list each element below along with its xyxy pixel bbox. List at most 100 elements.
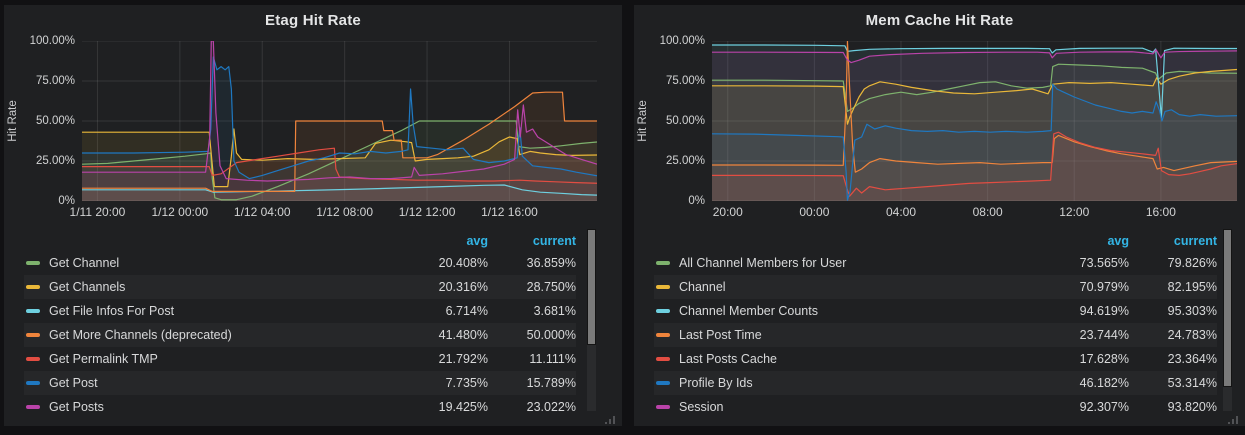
legend-current-value: 82.195%: [1167, 280, 1217, 294]
legend-header-avg[interactable]: avg: [466, 234, 488, 248]
series-fill: [712, 49, 1237, 201]
legend-color-swatch[interactable]: [656, 333, 670, 337]
x-tick-label: 1/12 08:00: [316, 205, 373, 219]
panel-resize-handle[interactable]: [1228, 412, 1240, 424]
chart-plot-area[interactable]: [712, 41, 1237, 201]
graph-area: Hit Rate 100.00% 75.00% 50.00% 25.00% 0%: [4, 35, 622, 207]
y-tick-label: 25.00%: [35, 155, 75, 167]
legend-series-label[interactable]: Get Channels: [49, 280, 126, 294]
series-fill: [712, 41, 1237, 201]
series-line: [82, 92, 597, 191]
legend-table: avg current Get Channel 20.408% 36.859% Get…: [24, 231, 622, 413]
legend-row: Get Post 7.735% 15.789%: [24, 371, 576, 395]
legend-current-value: 11.111%: [529, 352, 576, 366]
legend-current-value: 36.859%: [526, 256, 576, 270]
legend-color-swatch[interactable]: [656, 309, 670, 313]
legend-current-value: 93.820%: [1167, 400, 1217, 413]
legend-series-label[interactable]: Session: [679, 400, 724, 413]
legend-avg-value: 46.182%: [1079, 376, 1129, 390]
series-fill: [712, 64, 1237, 201]
legend-color-swatch[interactable]: [656, 285, 670, 289]
legend-series-label[interactable]: Channel: [679, 280, 726, 294]
legend-series-label[interactable]: Channel Member Counts: [679, 304, 818, 318]
legend-scrollbar-thumb[interactable]: [1223, 229, 1232, 387]
legend-color-swatch[interactable]: [656, 357, 670, 361]
legend-scrollbar[interactable]: [1223, 229, 1232, 411]
legend-row: Get Channels 20.316% 28.750%: [24, 275, 576, 299]
series-line: [82, 129, 597, 187]
legend-series-label[interactable]: Last Post Time: [679, 328, 762, 342]
legend-current-value: 95.303%: [1167, 304, 1217, 318]
series-fill: [712, 69, 1237, 201]
x-tick-label: 00:00: [799, 205, 830, 219]
legend-header: avg current: [24, 231, 576, 251]
legend-color-swatch[interactable]: [26, 309, 40, 313]
panel-title[interactable]: Etag Hit Rate: [265, 12, 361, 29]
y-tick-label: 25.00%: [665, 155, 705, 167]
legend-series-label[interactable]: All Channel Members for User: [679, 256, 847, 270]
x-tick-label: 1/12 12:00: [398, 205, 456, 219]
legend-scrollbar-thumb[interactable]: [587, 229, 596, 345]
legend-avg-value: 70.979%: [1079, 280, 1129, 294]
legend-color-swatch[interactable]: [26, 357, 40, 361]
y-tick-label: 50.00%: [35, 115, 75, 127]
legend-color-swatch[interactable]: [26, 333, 40, 337]
series-line: [712, 50, 1237, 63]
legend-series-label[interactable]: Last Posts Cache: [679, 352, 777, 366]
panel-title[interactable]: Mem Cache Hit Rate: [865, 12, 1014, 29]
legend-color-swatch[interactable]: [656, 261, 670, 265]
legend-row: Profile By Ids 46.182% 53.314%: [654, 371, 1217, 395]
series-fill: [712, 132, 1237, 201]
legend-row: Channel Member Counts 94.619% 95.303%: [654, 299, 1217, 323]
series-line: [712, 84, 1237, 200]
resize-grip-icon: [605, 416, 615, 424]
x-tick-label: 08:00: [972, 205, 1003, 219]
legend-series-label[interactable]: Get Post: [49, 376, 98, 390]
legend-rows: All Channel Members for User 73.565% 79.82…: [654, 251, 1217, 413]
legend-series-label[interactable]: Get File Infos For Post: [49, 304, 175, 318]
legend-series-label[interactable]: Get Channel: [49, 256, 120, 270]
x-tick-label: 1/12 00:00: [151, 205, 209, 219]
y-tick-label: 0%: [58, 195, 75, 207]
y-axis-ticks: 100.00% 75.00% 50.00% 25.00% 0%: [22, 35, 82, 207]
x-tick-label: 12:00: [1059, 205, 1090, 219]
legend-avg-value: 7.735%: [445, 376, 488, 390]
legend-series-label[interactable]: Get More Channels (deprecated): [49, 328, 232, 342]
legend-color-swatch[interactable]: [26, 285, 40, 289]
y-tick-label: 100.00%: [29, 35, 75, 47]
legend-color-swatch[interactable]: [26, 261, 40, 265]
legend-color-swatch[interactable]: [656, 381, 670, 385]
x-tick-label: 16:00: [1145, 205, 1176, 219]
legend-avg-value: 19.425%: [438, 400, 488, 413]
y-tick-label: 50.00%: [665, 115, 705, 127]
chart-svg: [712, 41, 1237, 201]
legend-header-current[interactable]: current: [532, 234, 576, 248]
legend-header-current[interactable]: current: [1173, 234, 1217, 248]
legend-color-swatch[interactable]: [26, 405, 40, 409]
legend-current-value: 15.789%: [526, 376, 576, 390]
chart-plot-area[interactable]: [82, 41, 597, 201]
series-line: [82, 148, 597, 183]
x-tick-label: 1/12 04:00: [233, 205, 291, 219]
legend-current-value: 28.750%: [526, 280, 576, 294]
legend-series-label[interactable]: Get Permalink TMP: [49, 352, 158, 366]
x-axis-ticks: 1/11 20:00 1/12 00:00 1/12 04:00 1/12 08:00…: [70, 201, 597, 223]
y-axis-ticks: 100.00% 75.00% 50.00% 25.00% 0%: [652, 35, 712, 207]
legend-color-swatch[interactable]: [26, 381, 40, 385]
legend-scrollbar[interactable]: [587, 229, 596, 411]
legend-series-label[interactable]: Profile By Ids: [679, 376, 753, 390]
legend-color-swatch[interactable]: [656, 405, 670, 409]
panel-etag-hit-rate: Etag Hit Rate Hit Rate 100.00% 75.00% 50.0…: [4, 5, 622, 426]
y-tick-label: 75.00%: [35, 75, 75, 87]
series-line: [82, 185, 597, 195]
y-tick-label: 0%: [688, 195, 705, 207]
legend-series-label[interactable]: Get Posts: [49, 400, 104, 413]
legend-header-avg[interactable]: avg: [1107, 234, 1129, 248]
series-fill: [82, 148, 597, 201]
legend-row: Get Channel 20.408% 36.859%: [24, 251, 576, 275]
x-tick-label: 20:00: [712, 205, 743, 219]
panel-resize-handle[interactable]: [605, 412, 617, 424]
series-fill: [712, 84, 1237, 201]
series-line: [82, 57, 597, 179]
